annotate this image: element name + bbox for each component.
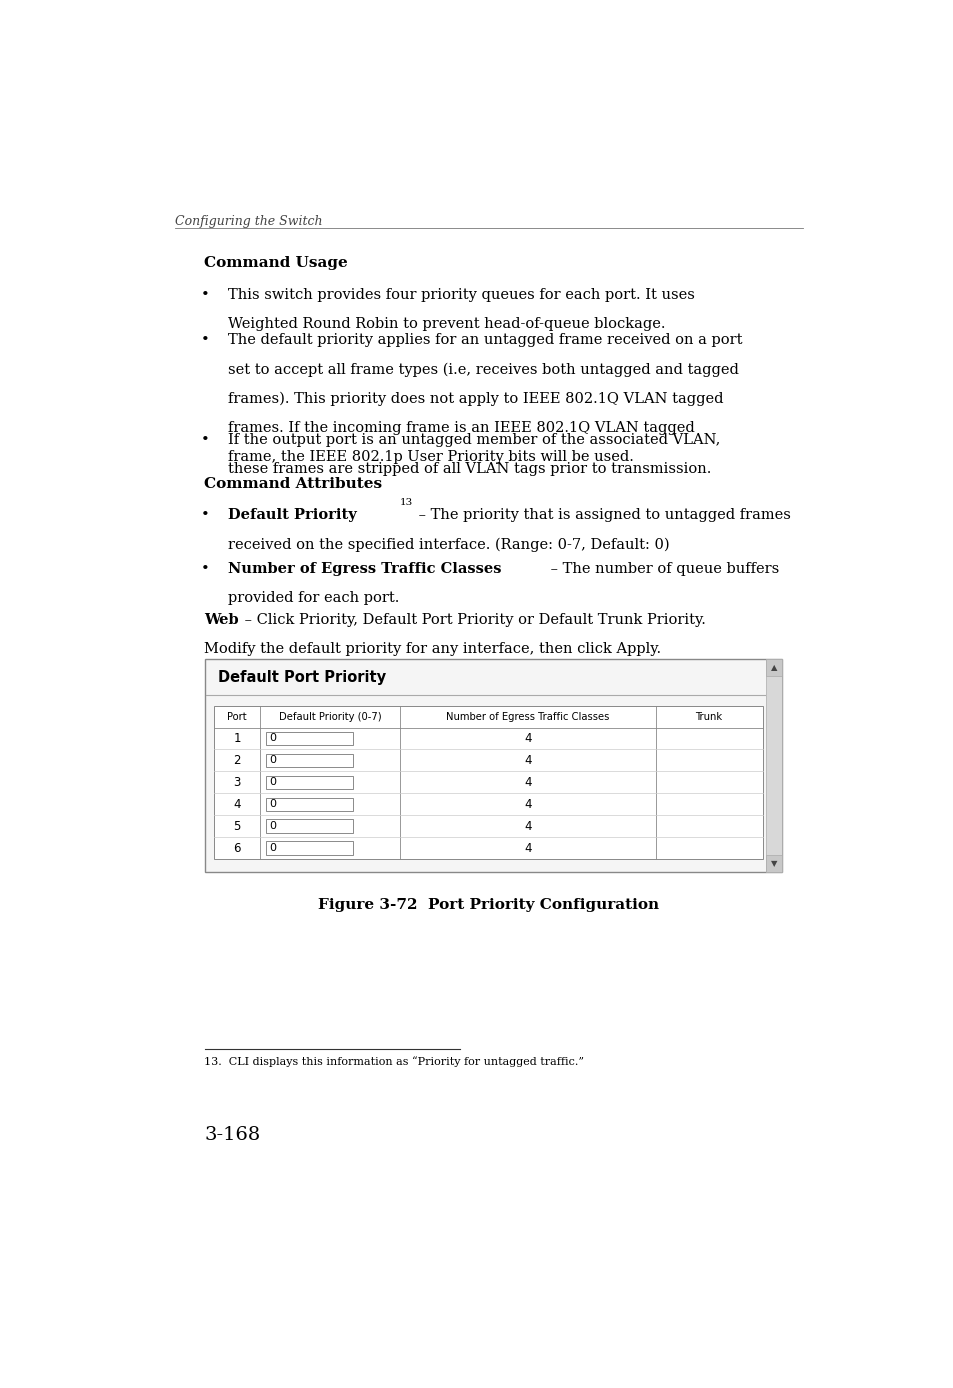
- Text: these frames are stripped of all VLAN tags prior to transmission.: these frames are stripped of all VLAN ta…: [228, 462, 710, 476]
- Bar: [266, 754, 353, 768]
- Text: Default Priority (0-7): Default Priority (0-7): [279, 712, 381, 722]
- Text: 13.  CLI displays this information as “Priority for untagged traffic.”: 13. CLI displays this information as “Pr…: [204, 1056, 584, 1067]
- Text: Modify the default priority for any interface, then click Apply.: Modify the default priority for any inte…: [204, 643, 661, 657]
- Text: 13: 13: [399, 498, 413, 507]
- Bar: [204, 659, 781, 872]
- Text: set to accept all frame types (i.e, receives both untagged and tagged: set to accept all frame types (i.e, rece…: [228, 362, 738, 376]
- Text: 3-168: 3-168: [204, 1126, 260, 1144]
- Bar: [266, 819, 353, 833]
- Text: 4: 4: [523, 776, 531, 788]
- Text: Number of Egress Traffic Classes: Number of Egress Traffic Classes: [228, 562, 500, 576]
- Text: ▼: ▼: [770, 859, 777, 868]
- Bar: [266, 798, 353, 811]
- Text: Figure 3-72  Port Priority Configuration: Figure 3-72 Port Priority Configuration: [318, 898, 659, 912]
- Text: Weighted Round Robin to prevent head-of-queue blockage.: Weighted Round Robin to prevent head-of-…: [228, 318, 664, 332]
- Text: – Click Priority, Default Port Priority or Default Trunk Priority.: – Click Priority, Default Port Priority …: [240, 613, 705, 627]
- Text: provided for each port.: provided for each port.: [228, 591, 398, 605]
- Text: 6: 6: [233, 841, 240, 855]
- Text: – The number of queue buffers: – The number of queue buffers: [545, 562, 778, 576]
- Text: •: •: [200, 508, 209, 522]
- Text: Default Port Priority: Default Port Priority: [218, 670, 386, 686]
- Text: frames). This priority does not apply to IEEE 802.1Q VLAN tagged: frames). This priority does not apply to…: [228, 391, 722, 405]
- Bar: [266, 841, 353, 855]
- Text: frames. If the incoming frame is an IEEE 802.1Q VLAN tagged: frames. If the incoming frame is an IEEE…: [228, 421, 694, 434]
- Text: •: •: [200, 433, 209, 447]
- Text: 0: 0: [269, 755, 275, 765]
- Text: 5: 5: [233, 820, 240, 833]
- Text: 0: 0: [269, 843, 275, 854]
- Text: Trunk: Trunk: [695, 712, 721, 722]
- Bar: [765, 855, 781, 872]
- Text: 3: 3: [233, 776, 240, 788]
- Text: ▲: ▲: [770, 663, 777, 672]
- Text: 0: 0: [269, 799, 275, 809]
- Text: 4: 4: [233, 798, 240, 811]
- Text: This switch provides four priority queues for each port. It uses: This switch provides four priority queue…: [228, 289, 694, 303]
- Text: Command Usage: Command Usage: [204, 255, 348, 269]
- Text: Default Priority: Default Priority: [228, 508, 356, 522]
- Bar: [765, 659, 781, 872]
- Text: frame, the IEEE 802.1p User Priority bits will be used.: frame, the IEEE 802.1p User Priority bit…: [228, 450, 633, 464]
- Text: 0: 0: [269, 777, 275, 787]
- Text: 1: 1: [233, 731, 240, 745]
- Text: 4: 4: [523, 754, 531, 768]
- Bar: [266, 776, 353, 790]
- Text: Port: Port: [227, 712, 247, 722]
- Text: received on the specified interface. (Range: 0-7, Default: 0): received on the specified interface. (Ra…: [228, 537, 669, 552]
- Text: Command Attributes: Command Attributes: [204, 477, 382, 491]
- Text: Web: Web: [204, 613, 239, 627]
- Text: 0: 0: [269, 733, 275, 744]
- Text: If the output port is an untagged member of the associated VLAN,: If the output port is an untagged member…: [228, 433, 720, 447]
- Text: – The priority that is assigned to untagged frames: – The priority that is assigned to untag…: [414, 508, 790, 522]
- Text: The default priority applies for an untagged frame received on a port: The default priority applies for an unta…: [228, 333, 741, 347]
- Text: 0: 0: [269, 822, 275, 831]
- Text: 4: 4: [523, 841, 531, 855]
- Bar: [266, 731, 353, 745]
- Text: •: •: [200, 562, 209, 576]
- Bar: [213, 705, 761, 859]
- Text: 4: 4: [523, 731, 531, 745]
- Text: 4: 4: [523, 798, 531, 811]
- Text: •: •: [200, 289, 209, 303]
- Text: 2: 2: [233, 754, 240, 768]
- Text: Number of Egress Traffic Classes: Number of Egress Traffic Classes: [446, 712, 609, 722]
- Text: Configuring the Switch: Configuring the Switch: [174, 215, 322, 228]
- Text: 4: 4: [523, 820, 531, 833]
- Text: •: •: [200, 333, 209, 347]
- Bar: [765, 659, 781, 676]
